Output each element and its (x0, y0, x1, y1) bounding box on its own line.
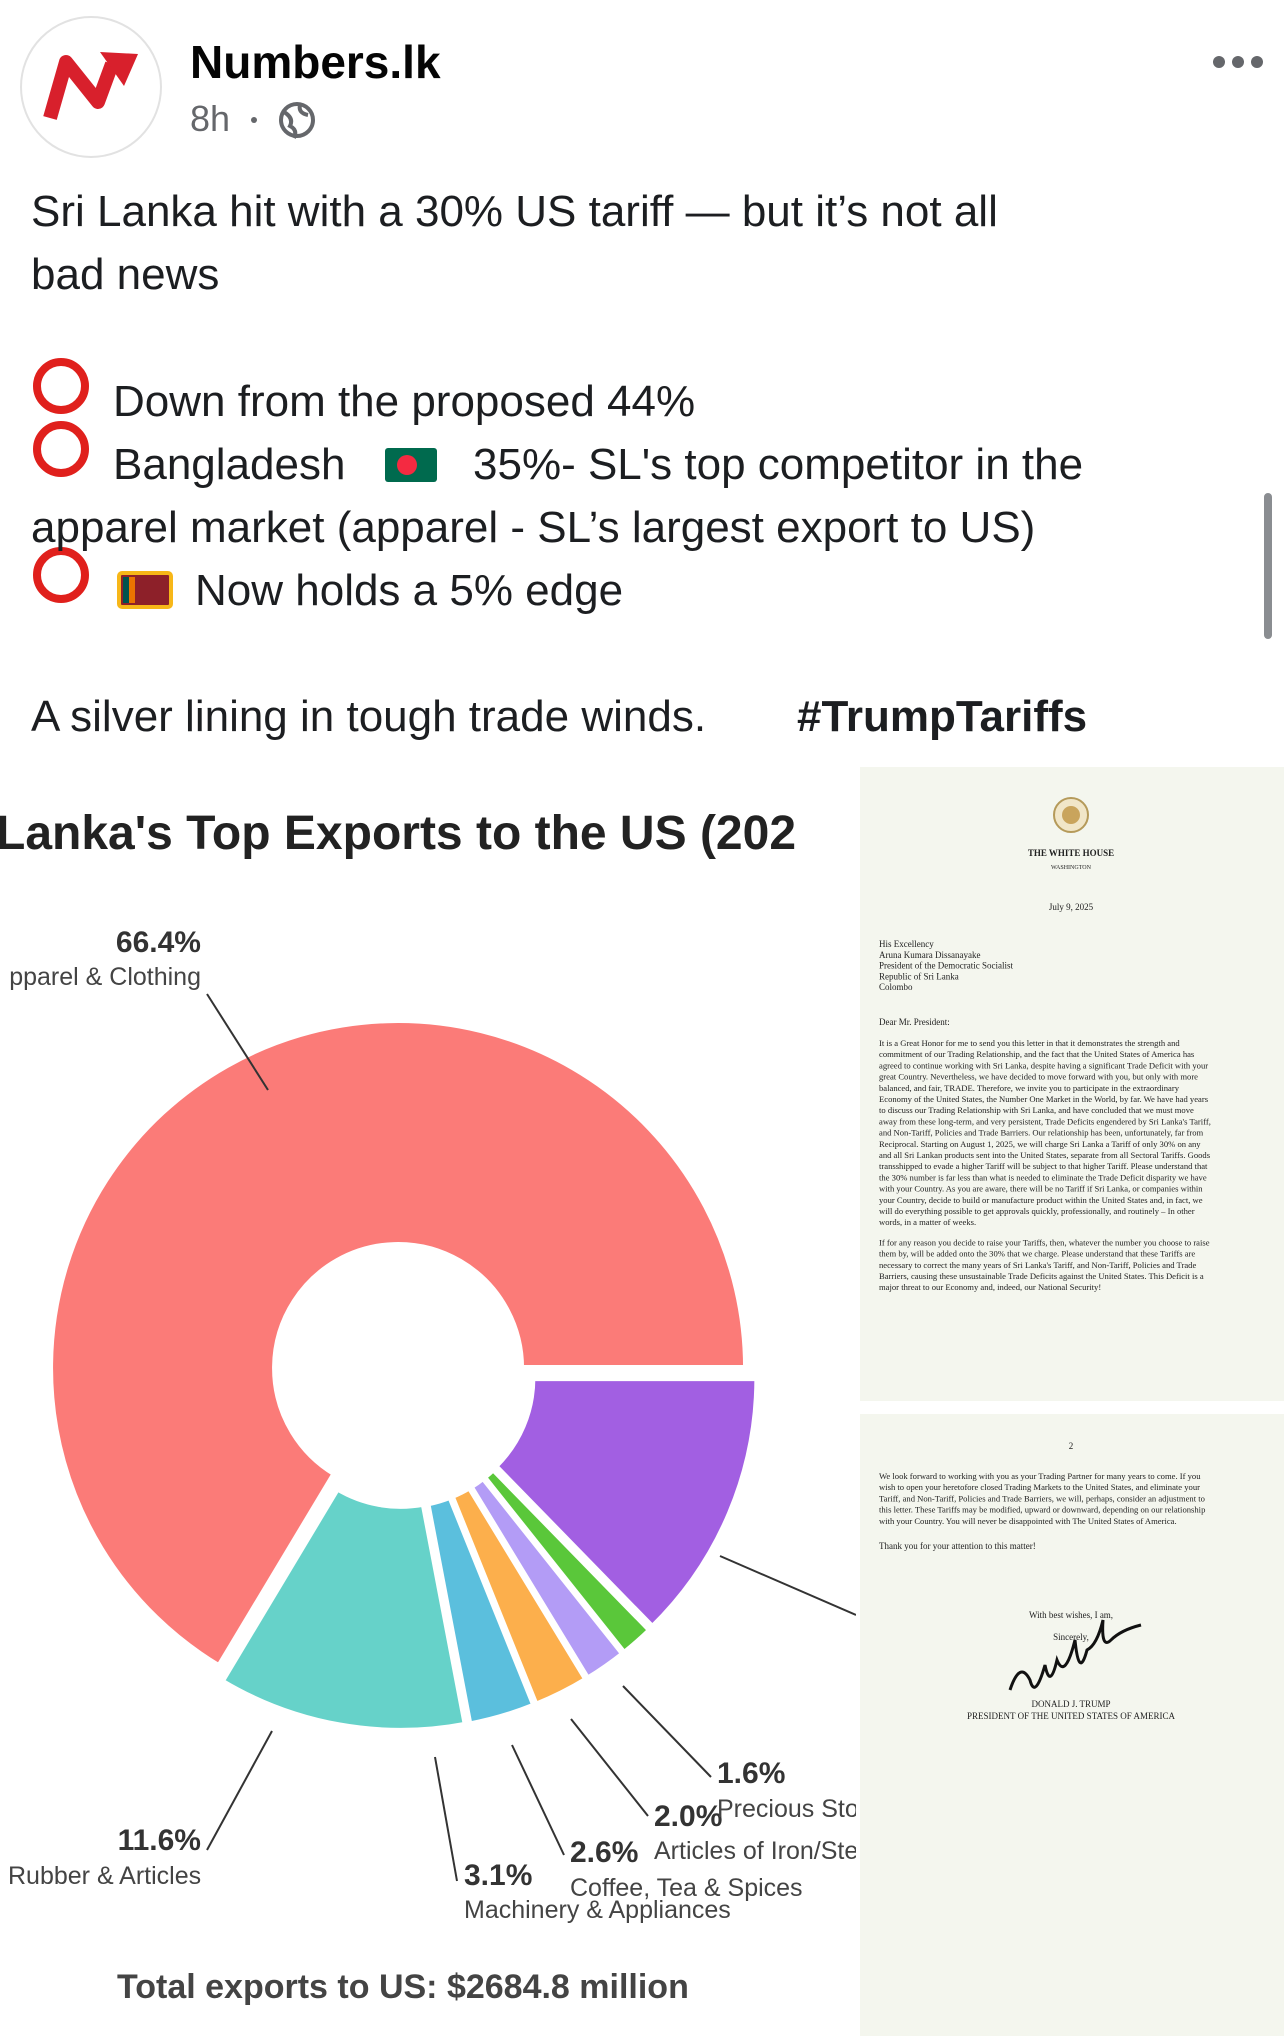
post-body: Sri Lanka hit with a 30% US tariff — but… (31, 187, 1087, 741)
more-options[interactable] (1213, 56, 1263, 68)
letter-line: will do everything possible to get appro… (879, 1206, 1195, 1216)
letter-line: It is a Great Honor for me to send you t… (879, 1038, 1180, 1048)
letter-date: July 9, 2025 (1049, 902, 1094, 912)
value-label: 11.6% (118, 1824, 201, 1857)
letter-line: balanced, and fair, TRADE. Therefore, we… (879, 1083, 1180, 1093)
category-label: pparel & Clothing (9, 963, 201, 991)
flag-disc (397, 455, 417, 475)
bullet-text: Down from the proposed 44% (113, 377, 695, 426)
scrollbar (1264, 493, 1272, 639)
bullet-icon (33, 547, 89, 603)
page-number: 2 (1069, 1441, 1074, 1451)
post-time[interactable]: 8h (190, 98, 230, 139)
author-name[interactable]: Numbers.lk (190, 36, 441, 88)
category-label: Machinery & Appliances (464, 1896, 731, 1924)
value-label: 2.0% (654, 1800, 722, 1833)
leader-line (206, 1730, 273, 1851)
headline-line: bad news (31, 250, 219, 299)
salutation: Dear Mr. President: (879, 1017, 950, 1027)
bullet-icon (33, 421, 89, 477)
letter-line: them by, will be added onto the 30% that… (879, 1249, 1195, 1259)
signer-title: PRESIDENT OF THE UNITED STATES OF AMERIC… (967, 1711, 1175, 1721)
bullet-text: Bangladesh (113, 440, 345, 489)
flag-sri-lanka (117, 571, 173, 609)
letter-line: with your Country. You will never be dis… (879, 1516, 1177, 1526)
address-line: His Excellency (879, 939, 934, 949)
flag-stripe (129, 577, 135, 603)
leader-line (206, 993, 269, 1091)
address-line: President of the Democratic Socialist (879, 961, 1013, 971)
pie-segment (217, 1484, 470, 1734)
privacy-icon (279, 102, 315, 139)
value-label: 2.6% (570, 1836, 638, 1869)
headline-line: Sri Lanka hit with a 30% US tariff — but… (31, 187, 998, 236)
continuation-line: apparel market (apparel - SL’s largest e… (31, 503, 1035, 552)
letter-line: your Country, decide to build or manufac… (879, 1195, 1203, 1205)
letter-line: necessary to correct the many years of S… (879, 1260, 1196, 1270)
hashtag[interactable]: #TrumpTariffs (797, 692, 1087, 741)
flag-bangladesh (385, 448, 437, 482)
category-label: Articles of Iron/Ste (654, 1837, 858, 1865)
letter-regards: With best wishes, I am, (1029, 1610, 1113, 1620)
letter-line: the 30% number is far less than what is … (879, 1172, 1207, 1182)
category-label: Rubber & Articles (8, 1862, 201, 1890)
closing-line: A silver lining in tough trade winds. (31, 692, 706, 741)
letter-line: Economy of the United States, the Number… (879, 1094, 1209, 1104)
bullet-text: Now holds a 5% edge (195, 566, 623, 615)
letter-line: transshipped to evade a higher Tariff wi… (879, 1161, 1208, 1171)
value-label: 3.1% (464, 1859, 532, 1892)
letter-line: commitment of our Trading Relationship, … (879, 1049, 1195, 1059)
letter-line: If for any reason you decide to raise yo… (879, 1237, 1210, 1247)
avatar[interactable] (20, 16, 162, 158)
value-label: 1.6% (717, 1757, 785, 1790)
address-line: Colombo (879, 982, 913, 992)
leader-line (622, 1685, 712, 1778)
letter-line: agreed to continue working with Sri Lank… (879, 1060, 1208, 1070)
letterhead-city: WASHINGTON (1051, 865, 1092, 871)
address-line: Republic of Sri Lanka (879, 971, 959, 981)
letter-line: We look forward to working with you as y… (879, 1471, 1201, 1481)
separator-dot (251, 117, 257, 123)
bullet-text: 35%- SL's top competitor in the (473, 440, 1083, 489)
leader-line (570, 1718, 649, 1817)
category-label: Coffee, Tea & Spices (570, 1874, 803, 1902)
pie-segment (491, 1375, 761, 1632)
chart-image[interactable]: Lanka's Top Exports to the US (202 66.4% p… (0, 765, 859, 2036)
letter-image[interactable]: THE WHITE HOUSE WASHINGTON July 9, 2025 His… (860, 767, 1284, 2036)
letter-line: Reciprocal. Starting on August 1, 2025, … (879, 1139, 1201, 1149)
letter-line: major threat to our Economy and, indeed,… (879, 1282, 1101, 1292)
pie-segment (47, 1017, 750, 1671)
leader-line (434, 1756, 458, 1882)
value-label: 66.4% (116, 926, 201, 959)
chart-footer: Total exports to US: $2684.8 million (117, 1968, 689, 2006)
address-line: Aruna Kumara Dissanayake (879, 950, 980, 960)
letter-line: Tariff, and Non-Tariff, Policies and Tra… (879, 1493, 1205, 1503)
letter-line: to discuss our Trading Relationship with… (879, 1105, 1194, 1115)
letter-line: away from these long-term, and very pers… (879, 1116, 1211, 1126)
letter-line: with your Country. As you are aware, the… (879, 1184, 1203, 1194)
pie-segment (479, 1464, 655, 1658)
letter-line: great Country. Nevertheless, we have dec… (879, 1072, 1198, 1082)
letterhead: THE WHITE HOUSE (1028, 848, 1114, 858)
leader-line (719, 1555, 856, 1616)
letter-line: wish to open your heretofore closed Trad… (879, 1482, 1200, 1492)
letter-line: this letter. These Tariffs may be modifi… (879, 1505, 1205, 1515)
letter-line: Barriers, causing these unsustainable Tr… (879, 1271, 1204, 1281)
chart-title: Lanka's Top Exports to the US (202 (0, 807, 796, 860)
letter-signoff: Sincerely, (1053, 1632, 1089, 1642)
letter-thanks: Thank you for your attention to this mat… (879, 1541, 1036, 1551)
letter-line: words, in a matter of weeks. (879, 1217, 976, 1227)
category-label: Precious Sto (717, 1795, 859, 1823)
letter-line: and Non-Tariff, Policies and Trade Barri… (879, 1128, 1204, 1138)
signer-name: DONALD J. TRUMP (1031, 1699, 1110, 1709)
bullet-icon (33, 358, 89, 414)
flag-stripe (123, 577, 129, 603)
leader-line (511, 1744, 565, 1856)
letter-line: and all Sri Lankan products sent into th… (879, 1150, 1211, 1160)
